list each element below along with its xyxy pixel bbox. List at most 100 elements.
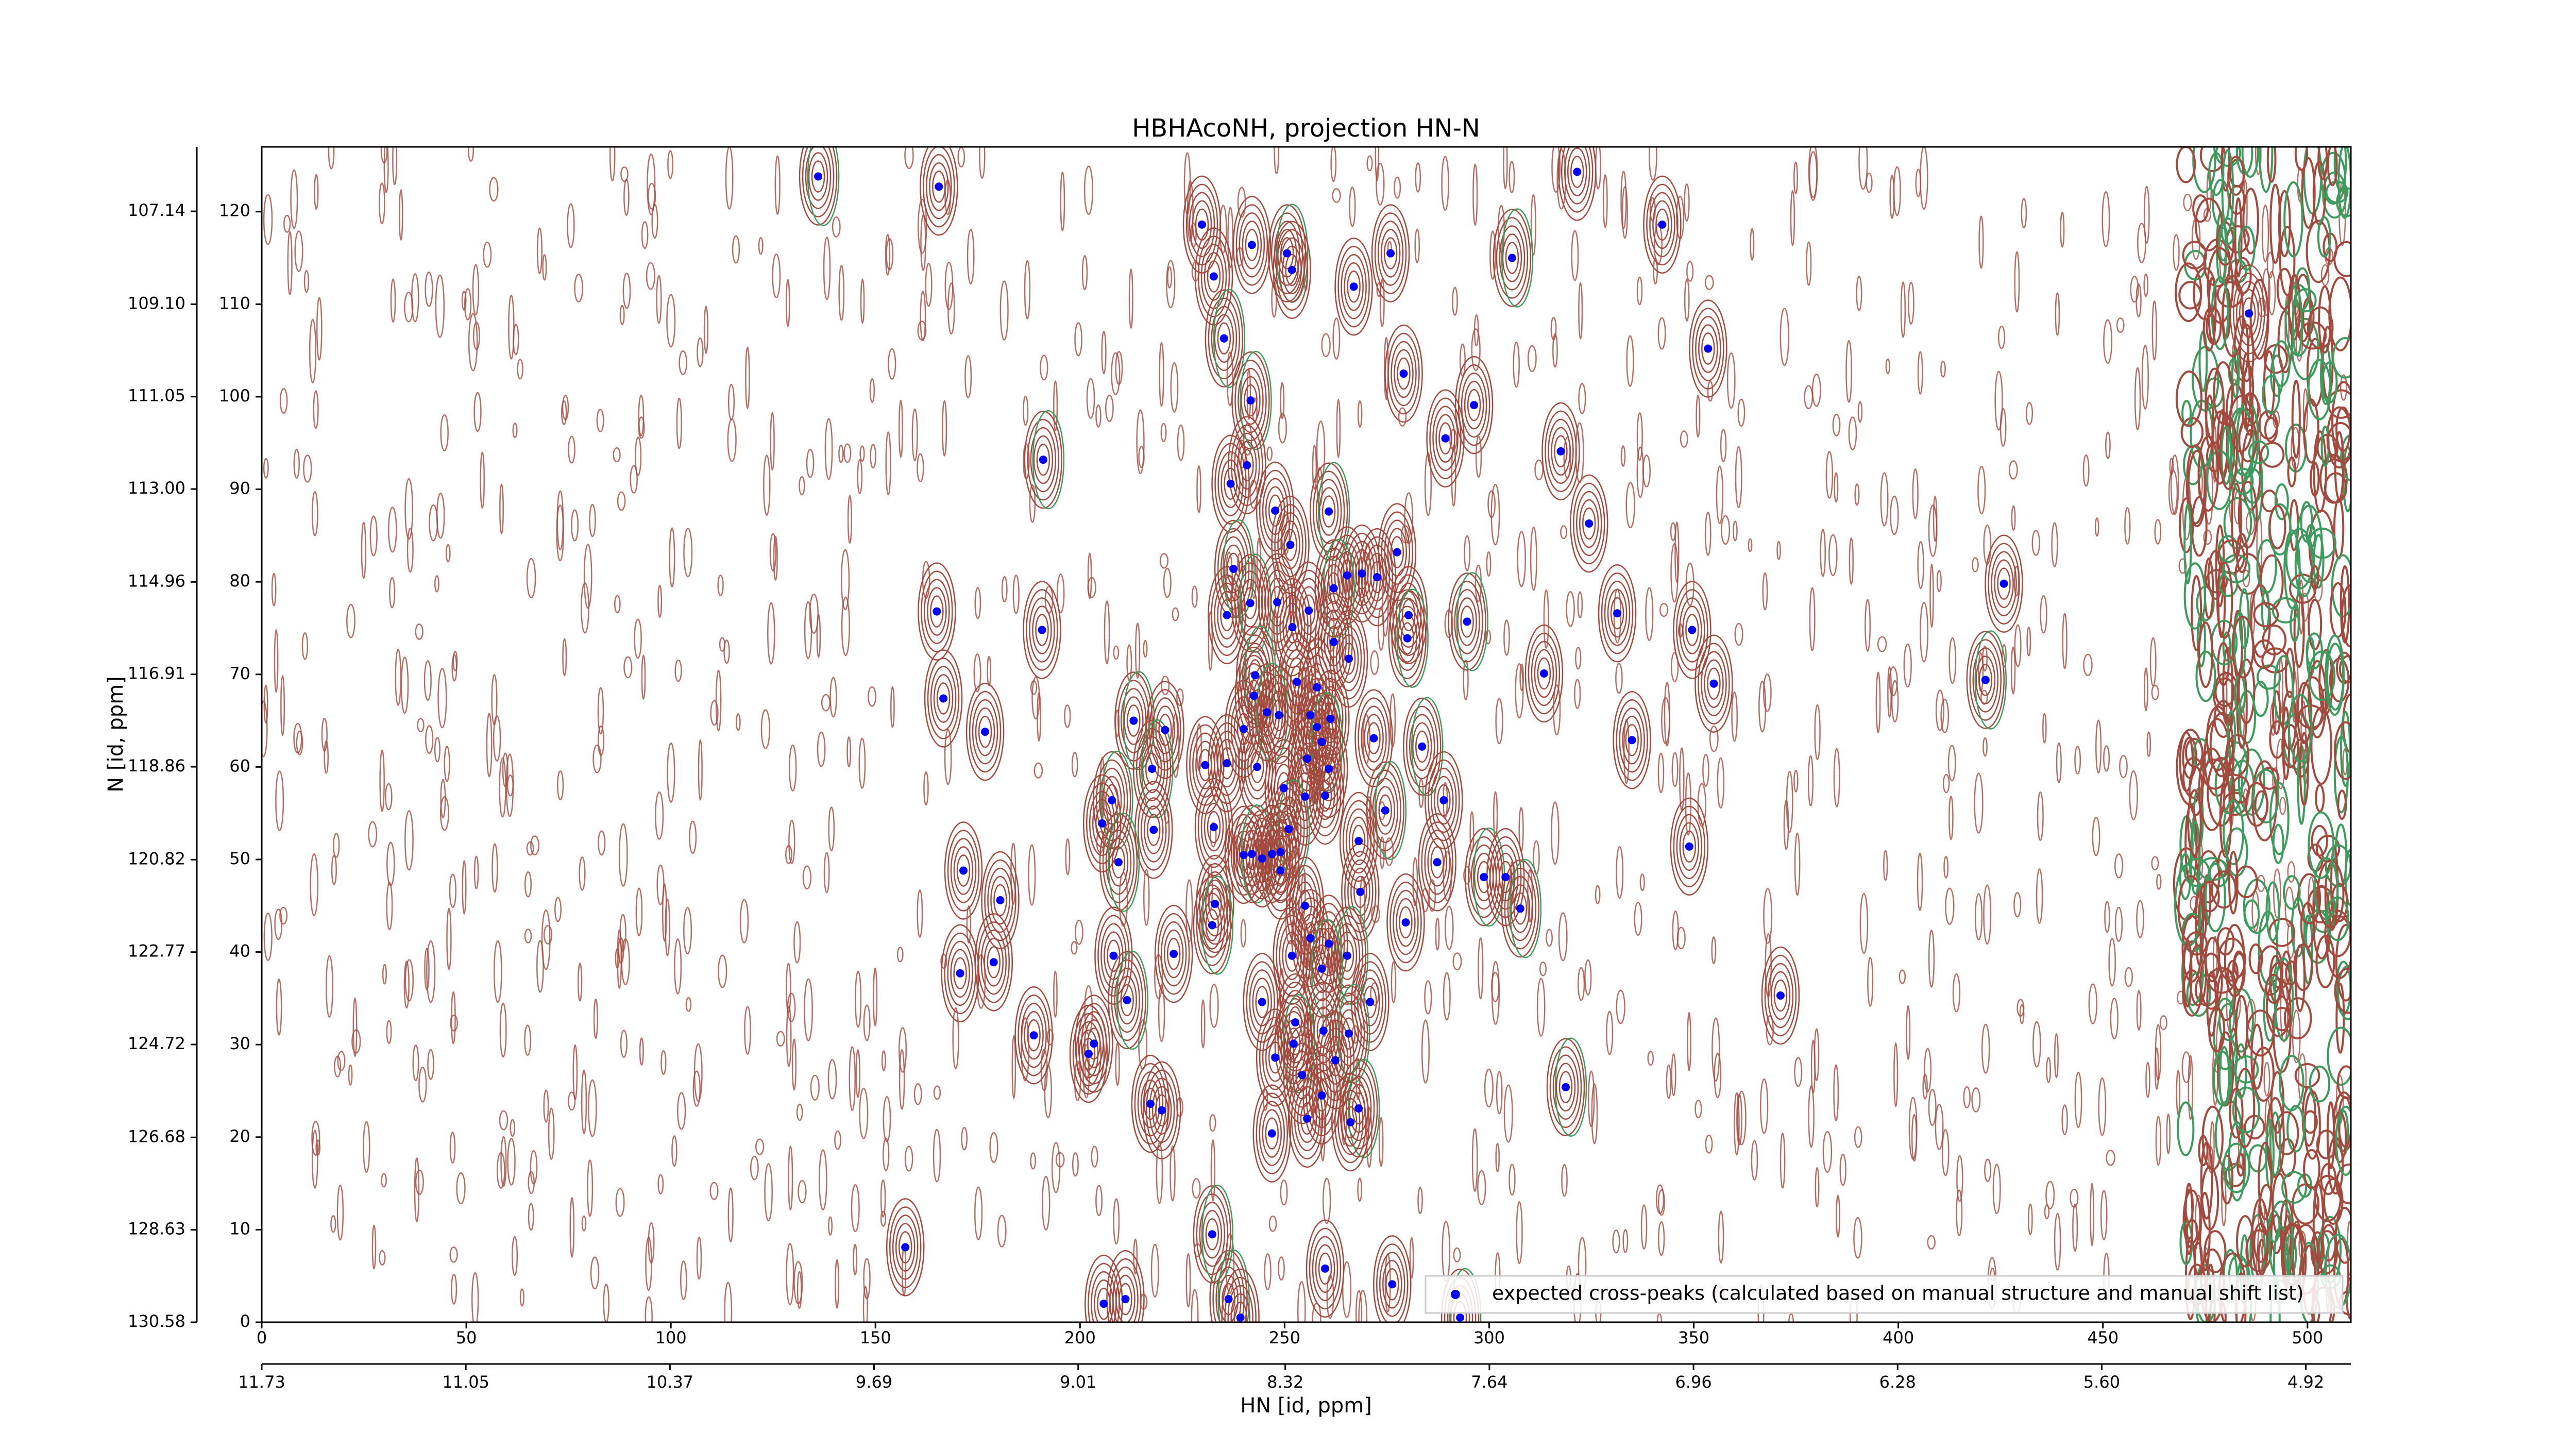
noise-contour: [635, 887, 643, 936]
noise-contour: [556, 504, 564, 562]
cross-peak: [1288, 623, 1297, 632]
peak-contour: [1193, 876, 1232, 974]
noise-contour: [2074, 1071, 2082, 1128]
edge-contour: [2287, 456, 2297, 487]
noise-contour: [1237, 187, 1246, 218]
cross-peak: [1321, 1264, 1330, 1273]
noise-contour: [1854, 483, 1860, 506]
cross-peak: [1556, 447, 1565, 456]
peak-contour: [1146, 681, 1184, 779]
noise-contour: [1671, 1053, 1676, 1097]
noise-contour: [556, 490, 564, 551]
peak-contour: [1331, 915, 1364, 997]
peak-contour: [1338, 634, 1359, 683]
legend-label: expected cross-peaks (calculated based o…: [1492, 1282, 2304, 1305]
noise-contour: [1867, 957, 1874, 1007]
edge-contour: [2313, 534, 2325, 589]
noise-contour: [1941, 1128, 1950, 1176]
noise-contour: [1672, 910, 1679, 951]
edge-contour: [2311, 824, 2329, 857]
noise-contour: [873, 967, 878, 1027]
noise-contour: [1370, 650, 1379, 675]
noise-contour: [499, 1110, 509, 1131]
noise-contour: [1264, 1253, 1272, 1291]
peak-contour: [1149, 689, 1181, 771]
peak-contour: [1391, 341, 1417, 407]
edge-contour: [2276, 267, 2293, 310]
peak-contour: [1367, 552, 1387, 602]
noise-contour: [1065, 838, 1071, 875]
noise-contour: [1836, 1194, 1840, 1238]
cross-peak: [1301, 901, 1310, 910]
cross-peak: [1369, 734, 1378, 743]
noise-contour: [829, 677, 837, 718]
noise-contour: [519, 1288, 524, 1307]
noise-contour: [698, 739, 703, 801]
noise-contour: [2036, 868, 2043, 924]
peak-contour: [1099, 813, 1138, 912]
peak-contour: [1208, 566, 1246, 665]
peak-contour: [2230, 264, 2268, 363]
x2-tick-label: 5.60: [2083, 1372, 2120, 1392]
peak-contour: [1212, 1258, 1245, 1322]
edge-contour: [2238, 480, 2258, 549]
edge-contour: [2245, 782, 2268, 827]
peak-contour: [1363, 986, 1377, 1018]
noise-contour: [2266, 251, 2274, 279]
peak-contour: [1309, 1227, 1342, 1310]
peak-contour: [1655, 208, 1669, 241]
noise-contour: [859, 1088, 869, 1139]
noise-contour: [1758, 680, 1767, 733]
cross-peak: [1321, 791, 1330, 800]
noise-contour: [1210, 1139, 1215, 1202]
noise-contour: [676, 397, 682, 449]
noise-contour: [1484, 1068, 1494, 1108]
cross-peak: [1685, 842, 1693, 851]
edge-contour: [2218, 570, 2239, 597]
contour-layer: [262, 147, 2351, 1322]
noise-contour: [283, 214, 291, 233]
noise-contour: [1762, 572, 1768, 611]
noise-contour: [883, 1137, 890, 1171]
edge-contour: [2183, 503, 2192, 584]
peak-contour: [1991, 551, 2017, 616]
cross-peak: [1306, 934, 1315, 942]
noise-contour: [543, 925, 553, 945]
noise-contour: [325, 955, 333, 1018]
cross-peak: [1329, 584, 1338, 593]
peak-contour: [1652, 200, 1672, 249]
peak-contour: [1994, 559, 2014, 608]
peak-contour: [1224, 1276, 1257, 1322]
peak-contour: [1273, 221, 1311, 319]
noise-contour: [1453, 1247, 1461, 1262]
edge-contour: [2207, 756, 2235, 827]
peak-contour: [1200, 794, 1227, 860]
peak-contour: [1695, 316, 1721, 381]
noise-contour: [1225, 1233, 1235, 1294]
peak-contour: [799, 147, 838, 226]
noise-contour: [1822, 1131, 1833, 1173]
noise-contour: [1551, 801, 1560, 865]
noise-contour: [1398, 407, 1407, 427]
edge-contour: [2309, 1065, 2331, 1103]
noise-contour: [1552, 333, 1558, 368]
noise-contour: [1911, 1114, 1918, 1162]
noise-contour: [997, 1215, 1007, 1248]
noise-contour: [2166, 1113, 2171, 1155]
peak-contour: [1315, 771, 1335, 820]
peak-contour: [1264, 811, 1297, 893]
cross-peak: [1456, 1313, 1465, 1322]
noise-contour: [1503, 1084, 1513, 1143]
edge-contour: [2308, 599, 2323, 651]
noise-contour: [793, 921, 801, 964]
noise-contour: [2103, 745, 2110, 772]
noise-contour: [331, 854, 337, 885]
noise-contour: [788, 819, 795, 864]
noise-contour: [473, 855, 479, 889]
noise-contour: [1670, 543, 1679, 603]
peak-contour: [924, 579, 950, 644]
edge-contour: [2232, 950, 2246, 991]
noise-contour: [641, 221, 649, 249]
edge-contour: [2307, 844, 2324, 872]
edge-contour: [2216, 561, 2233, 639]
